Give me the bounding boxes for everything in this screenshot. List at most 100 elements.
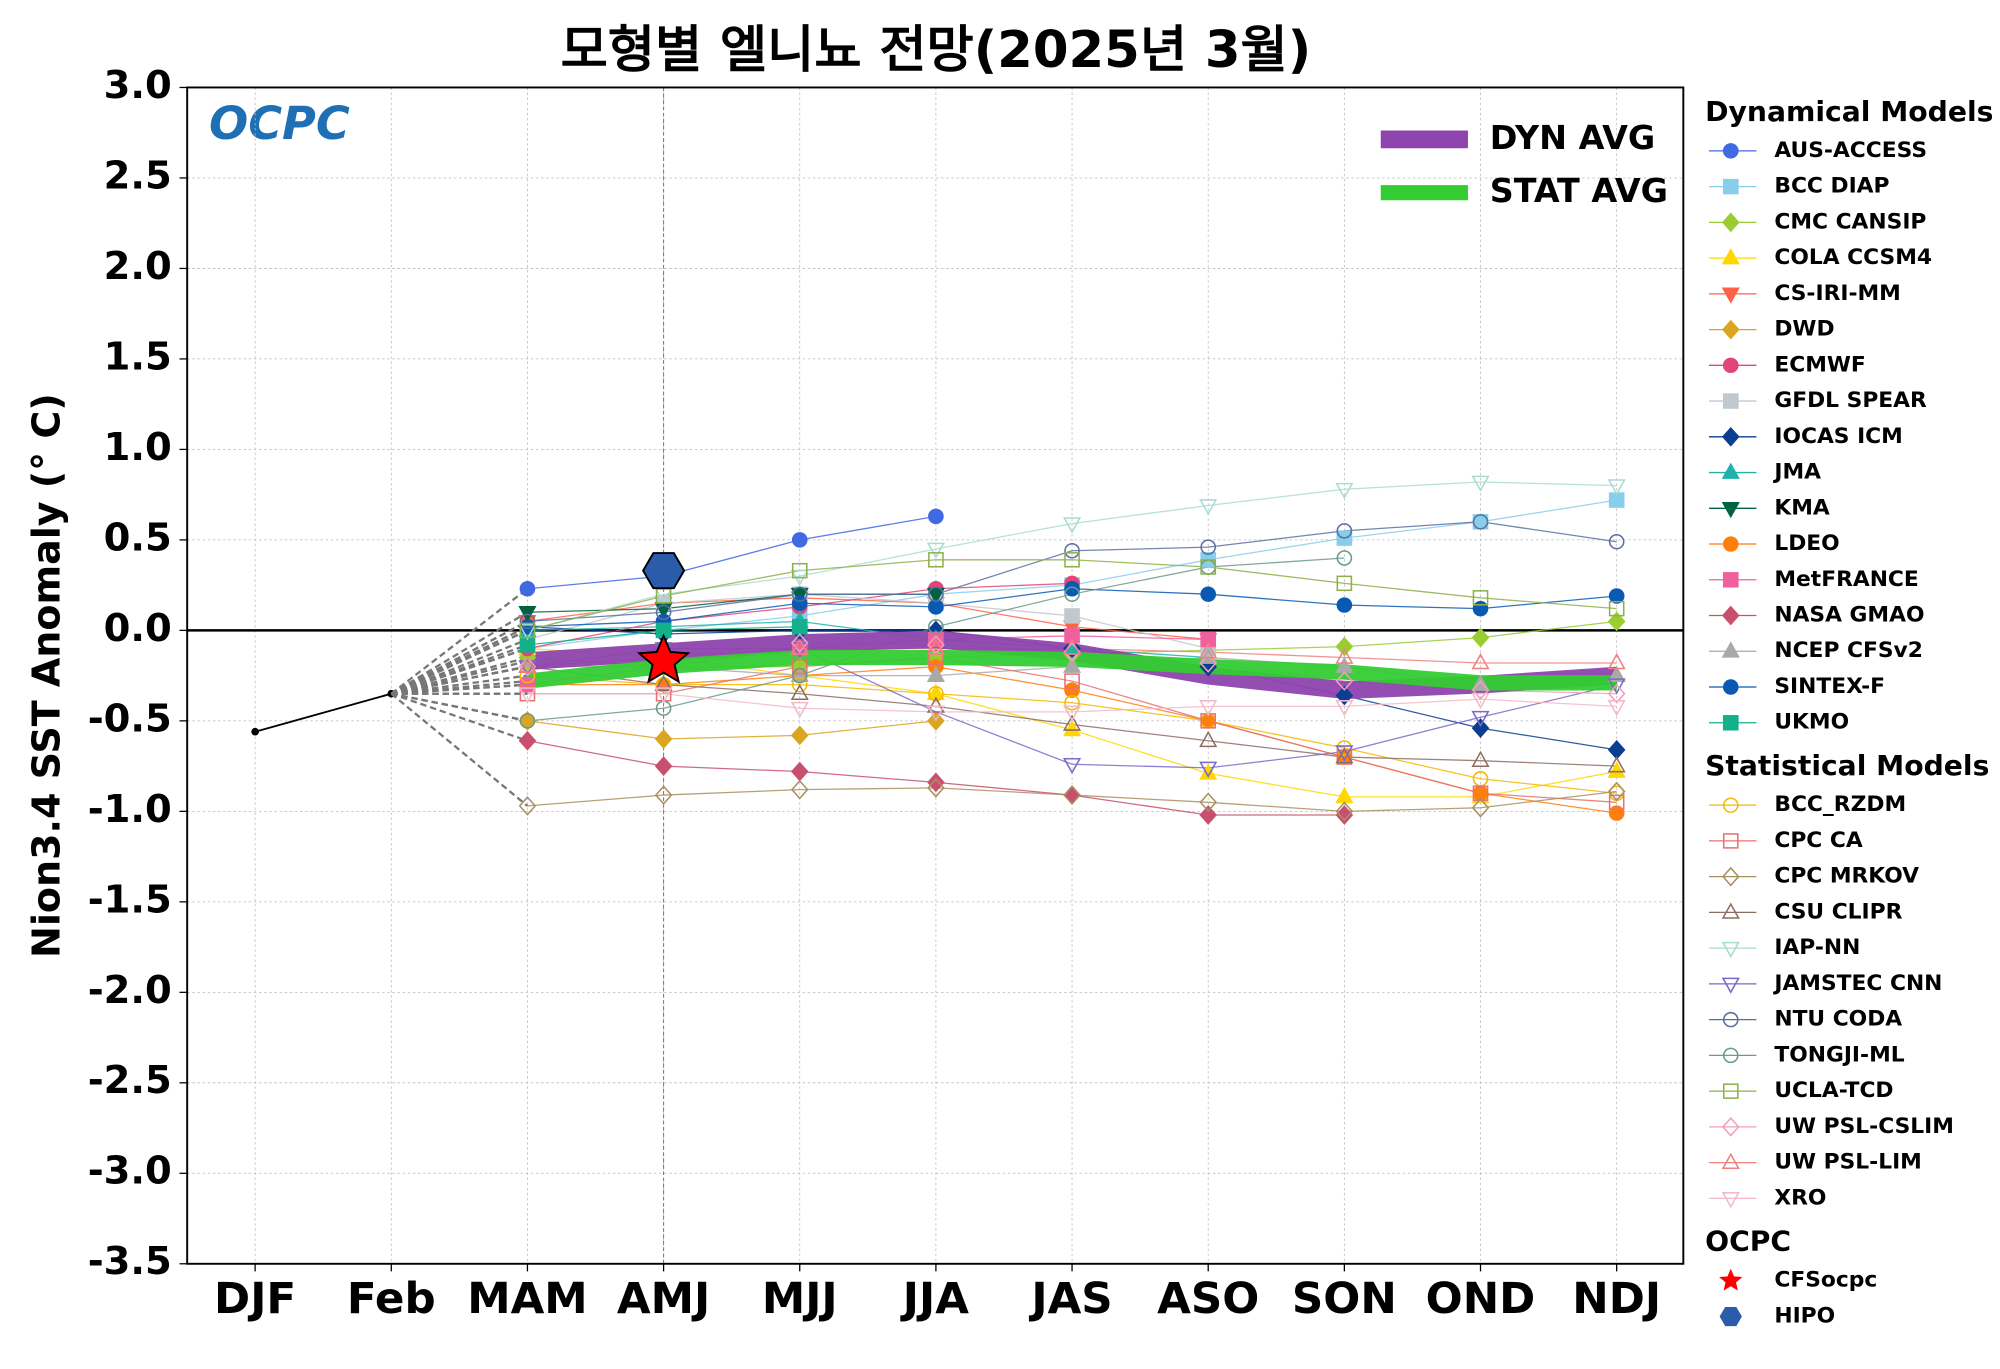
- legend-marker: [1721, 426, 1740, 447]
- legend-label: GFDL SPEAR: [1774, 388, 1927, 413]
- marker: [1336, 575, 1353, 592]
- y-tick-label: -1.0: [88, 788, 172, 832]
- legend-label: LDEO: [1774, 531, 1839, 556]
- legend-label: BCC_RZDM: [1774, 792, 1906, 817]
- legend-marker: [1722, 1047, 1739, 1064]
- x-tick-label: SON: [1292, 1274, 1397, 1324]
- legend-label: ECMWF: [1774, 352, 1865, 377]
- marker: [1472, 590, 1489, 606]
- legend-marker: [1721, 1117, 1740, 1137]
- legend-label: NTU CODA: [1774, 1007, 1902, 1032]
- marker: [1199, 700, 1218, 717]
- marker: [1062, 705, 1082, 722]
- y-axis-label: Nion3.4 SST Anomaly (° C): [25, 393, 69, 958]
- legend-marker: [1722, 143, 1739, 159]
- marker: [928, 619, 944, 635]
- legend-marker: [1721, 501, 1740, 519]
- legend-marker: [1721, 248, 1740, 265]
- marker: [791, 562, 808, 579]
- marker: [518, 711, 537, 731]
- legend-label: KMA: [1774, 495, 1830, 520]
- legend-marker: [1722, 1011, 1739, 1028]
- series-line: [527, 521, 1617, 622]
- legend-label: IAP-NN: [1774, 935, 1860, 960]
- marker: [1608, 805, 1625, 821]
- marker: [1199, 763, 1218, 780]
- legend-marker: [1722, 393, 1739, 409]
- marker: [519, 622, 536, 639]
- legend-label: UKMO: [1774, 710, 1849, 735]
- x-tick-label: NDJ: [1572, 1274, 1661, 1324]
- marker: [1062, 719, 1082, 737]
- marker: [926, 638, 945, 655]
- connector: [390, 629, 528, 695]
- marker: [1607, 761, 1626, 778]
- marker: [1200, 586, 1217, 602]
- legend-marker: [1722, 357, 1739, 374]
- observed-line: [254, 692, 392, 733]
- x-tick-label: DJF: [214, 1274, 296, 1324]
- x-tick-label: MJJ: [762, 1274, 838, 1324]
- marker: [1608, 588, 1625, 604]
- marker: [1200, 539, 1217, 555]
- series-line: [527, 559, 1617, 631]
- legend-marker: [1722, 1083, 1739, 1099]
- legend-marker: [1721, 462, 1740, 479]
- marker: [518, 796, 537, 816]
- marker: [518, 624, 537, 641]
- marker: [791, 676, 808, 693]
- x-tick-label: JJA: [900, 1274, 970, 1324]
- connector: [390, 692, 529, 807]
- marker: [790, 779, 809, 800]
- marker: [655, 604, 672, 621]
- marker: [1199, 642, 1218, 659]
- marker: [928, 508, 944, 525]
- y-tick-label: 0.5: [104, 517, 172, 561]
- marker: [790, 683, 809, 701]
- logo: OCPC: [209, 96, 350, 150]
- marker: [1199, 792, 1217, 813]
- marker: [519, 581, 536, 597]
- marker: [926, 665, 945, 682]
- marker: [791, 619, 808, 635]
- legend-label: DWD: [1774, 317, 1834, 342]
- legend-label: JAMSTEC CNN: [1772, 971, 1942, 996]
- legend-marker: [1721, 1192, 1740, 1209]
- marker: [1335, 745, 1354, 762]
- legend-label: BCC DIAP: [1774, 174, 1889, 199]
- legend-label: CPC CA: [1774, 828, 1863, 853]
- x-tick-label: MAM: [467, 1274, 587, 1324]
- legend-marker: [1721, 287, 1740, 304]
- marker: [1471, 475, 1490, 492]
- marker: [1335, 671, 1354, 691]
- legend-marker: [1719, 1268, 1743, 1291]
- marker: [1199, 761, 1218, 778]
- marker: [1062, 714, 1082, 731]
- legend-marker: [1721, 941, 1740, 959]
- legend-marker: [1722, 572, 1739, 588]
- series-line: [527, 693, 1617, 713]
- marker: [1200, 559, 1217, 575]
- connector: [390, 611, 529, 695]
- y-tick-label: 1.5: [104, 336, 172, 380]
- marker: [1062, 656, 1082, 673]
- marker: [641, 552, 686, 590]
- y-tick-label: -3.0: [88, 1150, 172, 1194]
- marker: [1064, 581, 1080, 597]
- y-tick-label: -1.5: [88, 878, 172, 922]
- legend-label: NASA GMAO: [1774, 603, 1924, 628]
- marker: [926, 705, 945, 722]
- marker: [1608, 794, 1625, 811]
- legend-marker: [1722, 833, 1739, 849]
- y-tick-label: 0.0: [104, 607, 172, 651]
- legend-label: CS-IRI-MM: [1774, 281, 1900, 306]
- legend-marker: [1721, 319, 1740, 340]
- marker: [1607, 700, 1626, 717]
- legend-marker: [1722, 679, 1739, 695]
- legend-label: STAT AVG: [1490, 171, 1668, 210]
- x-tick-label: OND: [1426, 1274, 1536, 1324]
- marker: [1336, 597, 1353, 613]
- marker: [518, 656, 537, 677]
- legend-label: SINTEX-F: [1774, 674, 1885, 699]
